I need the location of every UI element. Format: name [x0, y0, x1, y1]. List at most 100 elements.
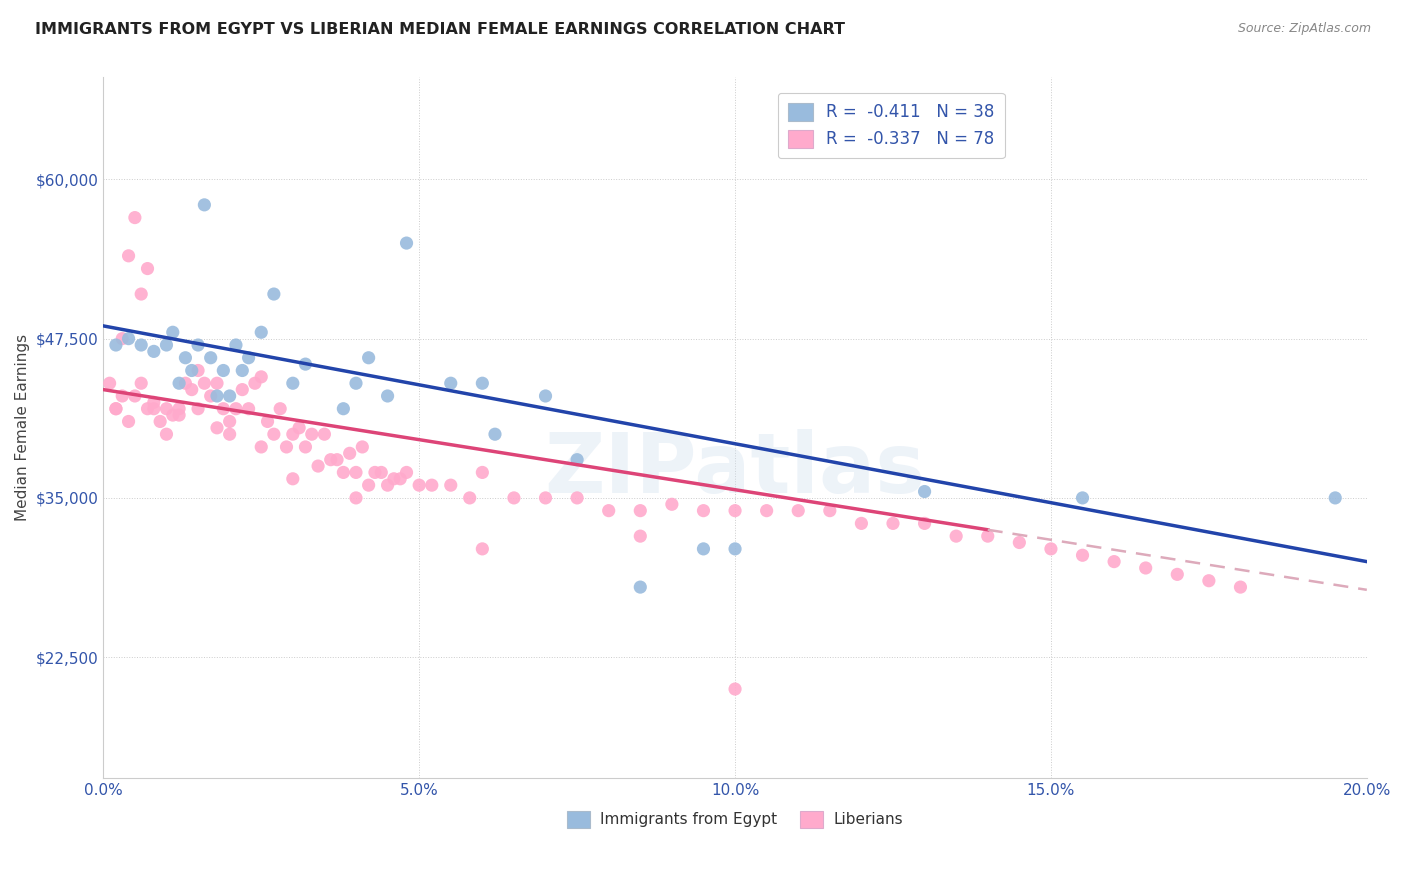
Point — [914, 484, 936, 499]
Point — [440, 376, 463, 391]
Point — [136, 401, 159, 416]
Point — [162, 408, 184, 422]
Point — [484, 427, 506, 442]
Point — [408, 478, 430, 492]
Point — [124, 211, 146, 225]
Point — [174, 376, 197, 391]
Point — [977, 529, 1000, 543]
Point — [301, 427, 323, 442]
Point — [129, 338, 152, 352]
Point — [205, 389, 228, 403]
Point — [117, 249, 139, 263]
Point — [225, 338, 247, 352]
Text: ZIPatlas: ZIPatlas — [544, 429, 925, 510]
Point — [155, 427, 177, 442]
Point — [352, 440, 374, 454]
Point — [149, 414, 172, 428]
Point — [755, 503, 778, 517]
Y-axis label: Median Female Earnings: Median Female Earnings — [15, 334, 30, 522]
Point — [724, 681, 747, 696]
Point — [692, 503, 714, 517]
Text: Source: ZipAtlas.com: Source: ZipAtlas.com — [1237, 22, 1371, 36]
Point — [851, 516, 873, 531]
Point — [129, 376, 152, 391]
Point — [307, 458, 329, 473]
Point — [382, 472, 405, 486]
Point — [124, 389, 146, 403]
Point — [212, 401, 235, 416]
Point — [136, 261, 159, 276]
Point — [180, 363, 202, 377]
Point — [142, 395, 165, 409]
Point — [357, 478, 380, 492]
Point — [180, 383, 202, 397]
Point — [218, 389, 240, 403]
Point — [98, 376, 121, 391]
Point — [256, 414, 278, 428]
Point — [111, 389, 134, 403]
Point — [945, 529, 967, 543]
Point — [724, 503, 747, 517]
Point — [1008, 535, 1031, 549]
Point — [263, 427, 285, 442]
Point — [1198, 574, 1220, 588]
Point — [243, 376, 266, 391]
Point — [187, 363, 209, 377]
Point — [294, 440, 316, 454]
Point — [471, 466, 494, 480]
Point — [339, 446, 361, 460]
Point — [205, 376, 228, 391]
Point — [269, 401, 291, 416]
Point — [1039, 541, 1062, 556]
Point — [314, 427, 336, 442]
Point — [344, 491, 367, 505]
Point — [818, 503, 841, 517]
Point — [187, 338, 209, 352]
Point — [142, 401, 165, 416]
Point — [250, 369, 273, 384]
Point — [1071, 491, 1094, 505]
Point — [231, 383, 253, 397]
Point — [628, 503, 651, 517]
Point — [281, 472, 304, 486]
Point — [104, 338, 127, 352]
Point — [193, 198, 215, 212]
Point — [440, 478, 463, 492]
Point — [534, 389, 557, 403]
Point — [104, 401, 127, 416]
Point — [661, 497, 683, 511]
Point — [395, 236, 418, 251]
Point — [218, 414, 240, 428]
Point — [294, 357, 316, 371]
Point — [155, 338, 177, 352]
Point — [364, 466, 387, 480]
Point — [628, 529, 651, 543]
Point — [193, 376, 215, 391]
Point — [174, 351, 197, 365]
Point — [503, 491, 526, 505]
Point — [458, 491, 481, 505]
Point — [1102, 555, 1125, 569]
Point — [200, 351, 222, 365]
Point — [389, 472, 412, 486]
Point — [565, 452, 588, 467]
Point — [332, 466, 354, 480]
Point — [288, 421, 311, 435]
Point — [117, 332, 139, 346]
Text: IMMIGRANTS FROM EGYPT VS LIBERIAN MEDIAN FEMALE EARNINGS CORRELATION CHART: IMMIGRANTS FROM EGYPT VS LIBERIAN MEDIAN… — [35, 22, 845, 37]
Point — [276, 440, 298, 454]
Point — [1324, 491, 1347, 505]
Point — [377, 389, 399, 403]
Point — [1135, 561, 1157, 575]
Point — [395, 466, 418, 480]
Point — [1071, 548, 1094, 562]
Point — [104, 401, 127, 416]
Point — [692, 541, 714, 556]
Point — [370, 466, 392, 480]
Point — [628, 580, 651, 594]
Point — [344, 376, 367, 391]
Point — [162, 326, 184, 340]
Point — [263, 287, 285, 301]
Point — [534, 491, 557, 505]
Point — [319, 452, 342, 467]
